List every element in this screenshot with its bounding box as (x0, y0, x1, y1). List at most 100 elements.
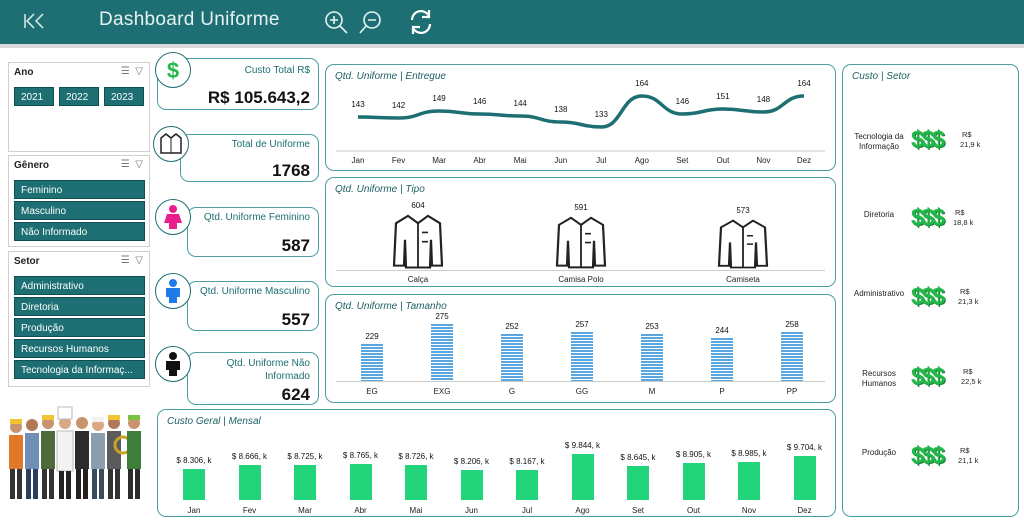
slicer-item[interactable]: Produção (14, 318, 145, 337)
kpi-value: 624 (281, 385, 310, 404)
x-tick-label: Fev (242, 506, 257, 515)
slicer-item[interactable]: Tecnologia da Informaç... (14, 360, 145, 379)
bar (294, 464, 316, 500)
slicer-item[interactable]: 2021 (14, 87, 54, 106)
kpi-value: R$ 105.643,2 (207, 88, 310, 107)
slicer-title: Gênero (14, 160, 50, 171)
x-tick-label: Set (631, 506, 644, 515)
x-tick-label: GG (575, 387, 589, 396)
kpi-label: Qtd. Uniforme Masculino (199, 286, 310, 297)
category-label: Produção (861, 448, 897, 457)
x-tick-label: Fev (392, 156, 405, 165)
slicer-item[interactable]: 2022 (59, 87, 99, 106)
x-tick-label: G (508, 387, 516, 396)
x-tick-label: Nov (756, 156, 770, 165)
data-label: 21,1 k (958, 456, 979, 465)
x-tick-label: Camiseta (726, 275, 760, 284)
bar (431, 324, 453, 381)
chart-tipo: Qtd. Uniforme | Tipo 604 Calça 591 Camisa P… (325, 177, 836, 287)
slicer-item[interactable]: 2023 (104, 87, 144, 106)
x-tick-label: Nov (741, 506, 757, 515)
category-label: Administrativo (853, 289, 905, 298)
data-label: 144 (514, 99, 528, 108)
slicer-item[interactable]: Feminino (14, 180, 145, 199)
refresh-icon[interactable] (406, 7, 436, 37)
data-label: 133 (595, 110, 609, 119)
data-label: $ 8.726, k (398, 451, 434, 461)
slicer-item[interactable]: Masculino (14, 201, 145, 220)
chart-entregue: Qtd. Uniforme | Entregue 143 Jan 142 Fev 149… (325, 64, 836, 171)
bar (571, 332, 593, 381)
multi-select-icon[interactable]: ☰ (120, 66, 130, 77)
slicer-title: Setor (14, 256, 40, 267)
dollar-icons: $$$ (911, 363, 945, 390)
series-line (357, 94, 805, 129)
bar (627, 465, 649, 500)
x-tick-label: Set (676, 156, 689, 165)
data-label: 164 (797, 79, 811, 88)
data-label: 142 (392, 101, 406, 110)
currency-label: R$ (955, 208, 965, 217)
x-tick-label: Jan (352, 156, 365, 165)
data-label: 258 (785, 319, 799, 329)
zoom-in-icon[interactable] (322, 8, 350, 36)
zoom-out-icon[interactable] (357, 8, 385, 36)
page-title: Dashboard Uniforme (99, 9, 280, 30)
currency-label: R$ (963, 367, 973, 376)
dollar-icons: $$$ (911, 283, 945, 310)
slicer-setor: Setor ☰ ▽ Administrativo Diretoria Produ… (8, 251, 150, 387)
top-bar-divider (0, 44, 1024, 48)
x-tick-label: Jul (596, 156, 606, 165)
x-tick-label: Out (716, 156, 730, 165)
x-tick-label: Ago (635, 156, 650, 165)
first-page-icon[interactable] (22, 12, 46, 30)
slicer-item[interactable]: Não Informado (14, 222, 145, 241)
clear-filter-icon[interactable]: ▽ (135, 66, 143, 77)
data-label: 151 (716, 92, 730, 101)
data-label: 146 (676, 97, 690, 106)
x-tick-label: Dez (797, 156, 811, 165)
bar (460, 469, 483, 500)
data-label: 21,3 k (958, 297, 979, 306)
line-chart: 143 Jan 142 Fev 149 Mar 146 Abr 144 Mai 138 Jun 133 J… (336, 79, 825, 165)
bar (781, 331, 803, 381)
clear-filter-icon[interactable]: ▽ (135, 159, 143, 170)
x-tick-label: EXG (433, 387, 451, 396)
chart-tamanho: Qtd. Uniforme | Tamanho 229 EG 275 EXG 252 G 2… (325, 294, 836, 403)
slicer-item[interactable]: Administrativo (14, 276, 145, 295)
kpi-total-uniforme-card: Total de Uniforme 1768 (180, 134, 319, 182)
multi-select-icon[interactable]: ☰ (120, 159, 130, 170)
bar (516, 470, 538, 500)
chart-title: Custo | Setor (852, 71, 911, 82)
clear-filter-icon[interactable]: ▽ (135, 255, 143, 266)
data-label: $ 9.844, k (564, 441, 601, 451)
dollar-sign-icon: $ (155, 52, 191, 88)
multi-select-icon[interactable]: ☰ (120, 255, 130, 266)
bar (349, 464, 372, 500)
svg-text:$: $ (167, 58, 179, 82)
bar (641, 333, 663, 381)
slicer-item[interactable]: Diretoria (14, 297, 145, 316)
kpi-value: 557 (281, 310, 310, 329)
bar (238, 465, 261, 500)
bar (793, 455, 816, 500)
bar (738, 462, 760, 500)
top-bar: Dashboard Uniforme (0, 0, 1024, 48)
value-pictograph: $$$ (911, 283, 956, 313)
value-pictograph: $$$ (911, 442, 956, 472)
uniform-jacket-icon (392, 214, 444, 269)
data-label: 164 (635, 79, 649, 88)
workers-illustration (9, 406, 141, 499)
x-tick-label: Mar (298, 506, 312, 515)
slicer-item[interactable]: Recursos Humanos (14, 339, 145, 358)
data-label: 257 (575, 320, 589, 330)
x-tick-label: Dez (797, 506, 812, 515)
x-tick-label: Ago (575, 506, 590, 515)
axis-line (336, 270, 825, 271)
person-icon (155, 346, 191, 382)
x-tick-label: M (648, 387, 656, 396)
category-label: Tecnologia da Informação (854, 132, 904, 151)
data-label: 149 (432, 94, 446, 103)
axis-line (336, 381, 825, 382)
female-icon (155, 199, 191, 235)
